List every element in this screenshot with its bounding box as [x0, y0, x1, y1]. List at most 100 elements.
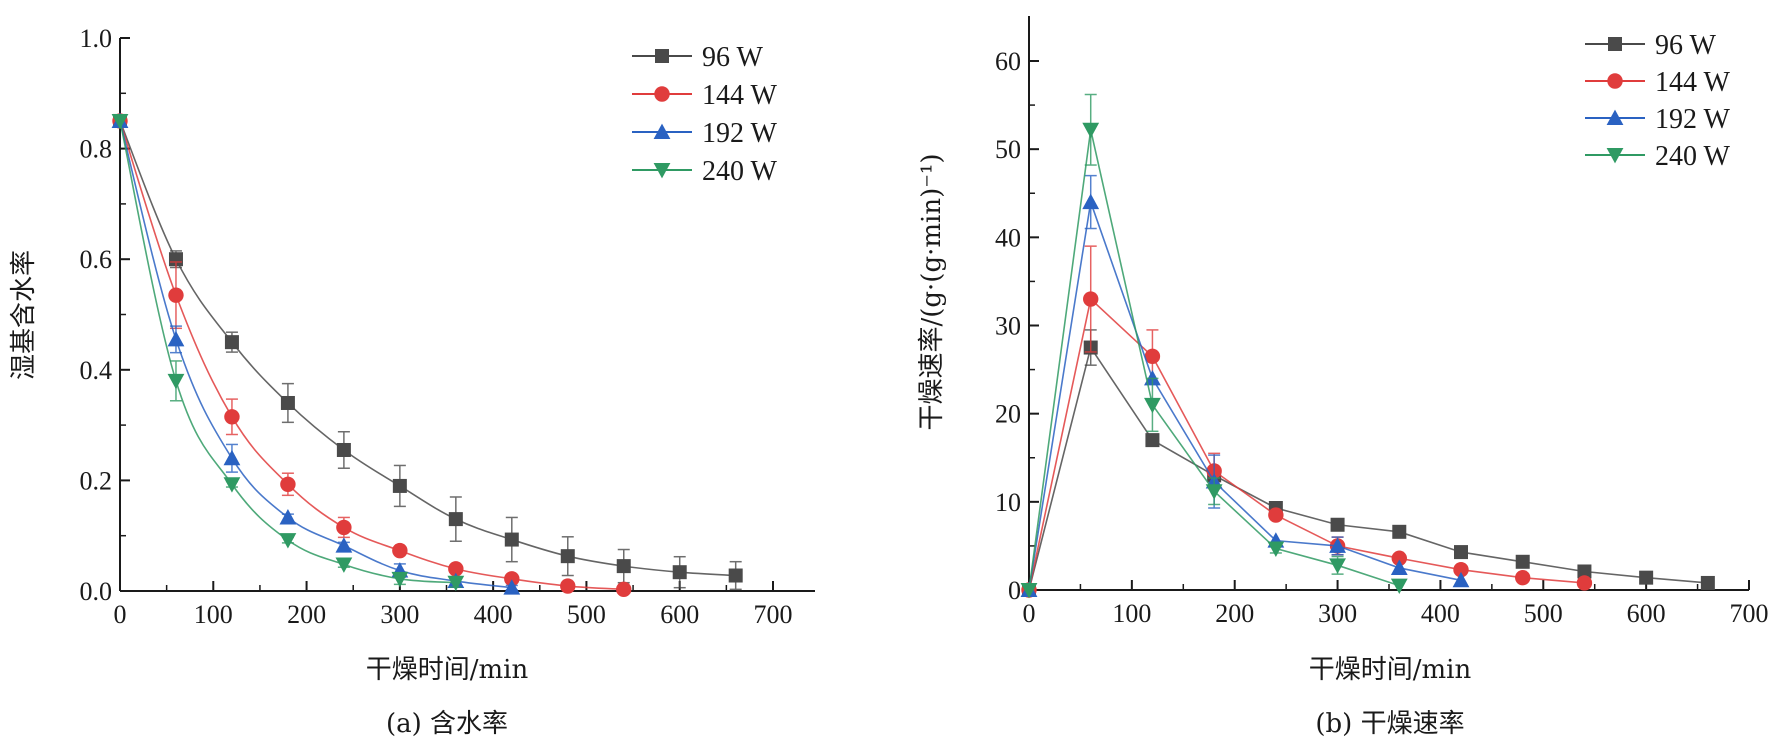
series-line: [119, 120, 512, 589]
y-axis-label-b: 干燥速率/(g·(g·min)⁻¹): [917, 153, 947, 430]
legend-label: 240 W: [1655, 141, 1730, 172]
data-point: [111, 113, 129, 130]
legend-marker: [655, 49, 669, 63]
data-point: [224, 335, 239, 350]
axes-a: 0 100 200 300 400 500 600 700 0.0 0.2 0.4 0.6 0.8 1.0: [80, 24, 815, 629]
data-point: [1020, 583, 1038, 599]
data-point: [167, 330, 185, 347]
legend-item: 96 W: [632, 42, 763, 73]
x-tick-label: 600: [1627, 599, 1666, 628]
data-point: [447, 575, 465, 592]
data-point: [1083, 291, 1099, 307]
data-point: [1267, 541, 1285, 557]
caption-a: (a) 含水率: [386, 709, 508, 739]
y-tick-label: 40: [995, 223, 1021, 252]
series-line: [1028, 201, 1462, 591]
legend-label: 144 W: [702, 80, 777, 111]
legend-item: 96 W: [1585, 30, 1716, 61]
x-tick-label: 0: [1023, 599, 1036, 628]
series-line: [1028, 297, 1585, 591]
plot-area-a: [111, 112, 743, 598]
legend-marker: [1608, 37, 1622, 51]
data-point: [1391, 550, 1407, 566]
data-point: [1205, 484, 1223, 500]
series-line: [119, 120, 456, 584]
y-tick-label: 30: [995, 312, 1021, 341]
y-tick-label: 0.8: [80, 135, 113, 164]
legend-b: 96 W 144 W 192 W 240 W: [1585, 30, 1730, 172]
data-point: [223, 449, 241, 466]
legend-marker: [1607, 73, 1623, 89]
data-point: [336, 519, 352, 536]
data-point: [1268, 507, 1284, 523]
y-tick-label: 1.0: [80, 24, 113, 53]
data-point: [279, 533, 297, 549]
data-point: [1392, 524, 1407, 539]
legend-label: 240 W: [702, 156, 777, 187]
series-96w: [113, 113, 743, 591]
legend-label: 96 W: [702, 42, 763, 73]
data-point: [1576, 575, 1593, 591]
x-tick-label: 200: [1215, 599, 1254, 628]
legend-item: 144 W: [1585, 67, 1730, 98]
series-line: [119, 120, 624, 591]
panel-moisture-content: 0 100 200 300 400 500 600 700 0.0 0.2 0.4 0.6 0.8 1.0…: [9, 24, 815, 739]
data-point: [280, 476, 296, 492]
data-point: [279, 509, 297, 525]
data-point: [335, 557, 353, 573]
y-tick-label: 0.0: [80, 577, 113, 606]
data-point: [1390, 559, 1408, 575]
data-point: [1700, 575, 1715, 590]
data-point: [1082, 122, 1100, 139]
data-point: [448, 561, 464, 577]
x-tick-label: 400: [474, 600, 513, 629]
x-tick-label: 100: [1112, 599, 1151, 628]
legend-item: 240 W: [632, 156, 777, 187]
y-axis-label-a: 湿基含水率: [9, 250, 39, 380]
series-240w: [1020, 93, 1408, 599]
legend-marker: [654, 86, 670, 102]
data-point: [1329, 558, 1346, 574]
y-tick-label: 0.2: [80, 466, 113, 495]
y-tick-label: 50: [995, 135, 1021, 164]
x-tick-label: 300: [380, 600, 419, 629]
data-point: [504, 571, 520, 587]
x-axis-label-a: 干燥时间/min: [366, 655, 529, 685]
legend-marker: [653, 123, 671, 139]
legend-label: 192 W: [702, 118, 777, 149]
x-tick-label: 200: [287, 600, 326, 629]
legend-item: 144 W: [632, 80, 777, 111]
data-point: [223, 477, 241, 493]
data-point: [280, 395, 295, 410]
series-line: [1028, 345, 1708, 591]
legend-marker: [1606, 109, 1624, 125]
data-point: [503, 579, 521, 595]
x-tick-label: 500: [567, 600, 606, 629]
data-point: [616, 581, 632, 598]
series-line: [119, 120, 736, 577]
data-point: [1082, 193, 1100, 210]
x-tick-label: 700: [1730, 599, 1769, 628]
data-point: [560, 549, 575, 564]
data-point: [728, 568, 743, 583]
axes-b: 0 100 200 300 400 500 600 700 0 10 20 30 40 50 60: [995, 16, 1769, 628]
legend-label: 144 W: [1655, 67, 1730, 98]
plot-area-b: [1020, 93, 1715, 599]
x-tick-label: 300: [1318, 599, 1357, 628]
data-point: [168, 287, 184, 303]
data-point: [1454, 545, 1468, 560]
data-point: [1453, 562, 1469, 578]
x-tick-label: 500: [1524, 599, 1563, 628]
data-point: [504, 532, 519, 547]
legend-label: 96 W: [1655, 30, 1716, 61]
y-tick-label: 0: [1008, 576, 1021, 605]
data-point: [335, 537, 353, 553]
y-tick-label: 0.4: [80, 356, 113, 385]
data-point: [1515, 569, 1531, 586]
legend-item: 192 W: [632, 118, 777, 149]
x-tick-label: 100: [194, 600, 233, 629]
series-144w: [112, 113, 632, 598]
data-point: [391, 571, 409, 588]
data-point: [1144, 348, 1161, 365]
